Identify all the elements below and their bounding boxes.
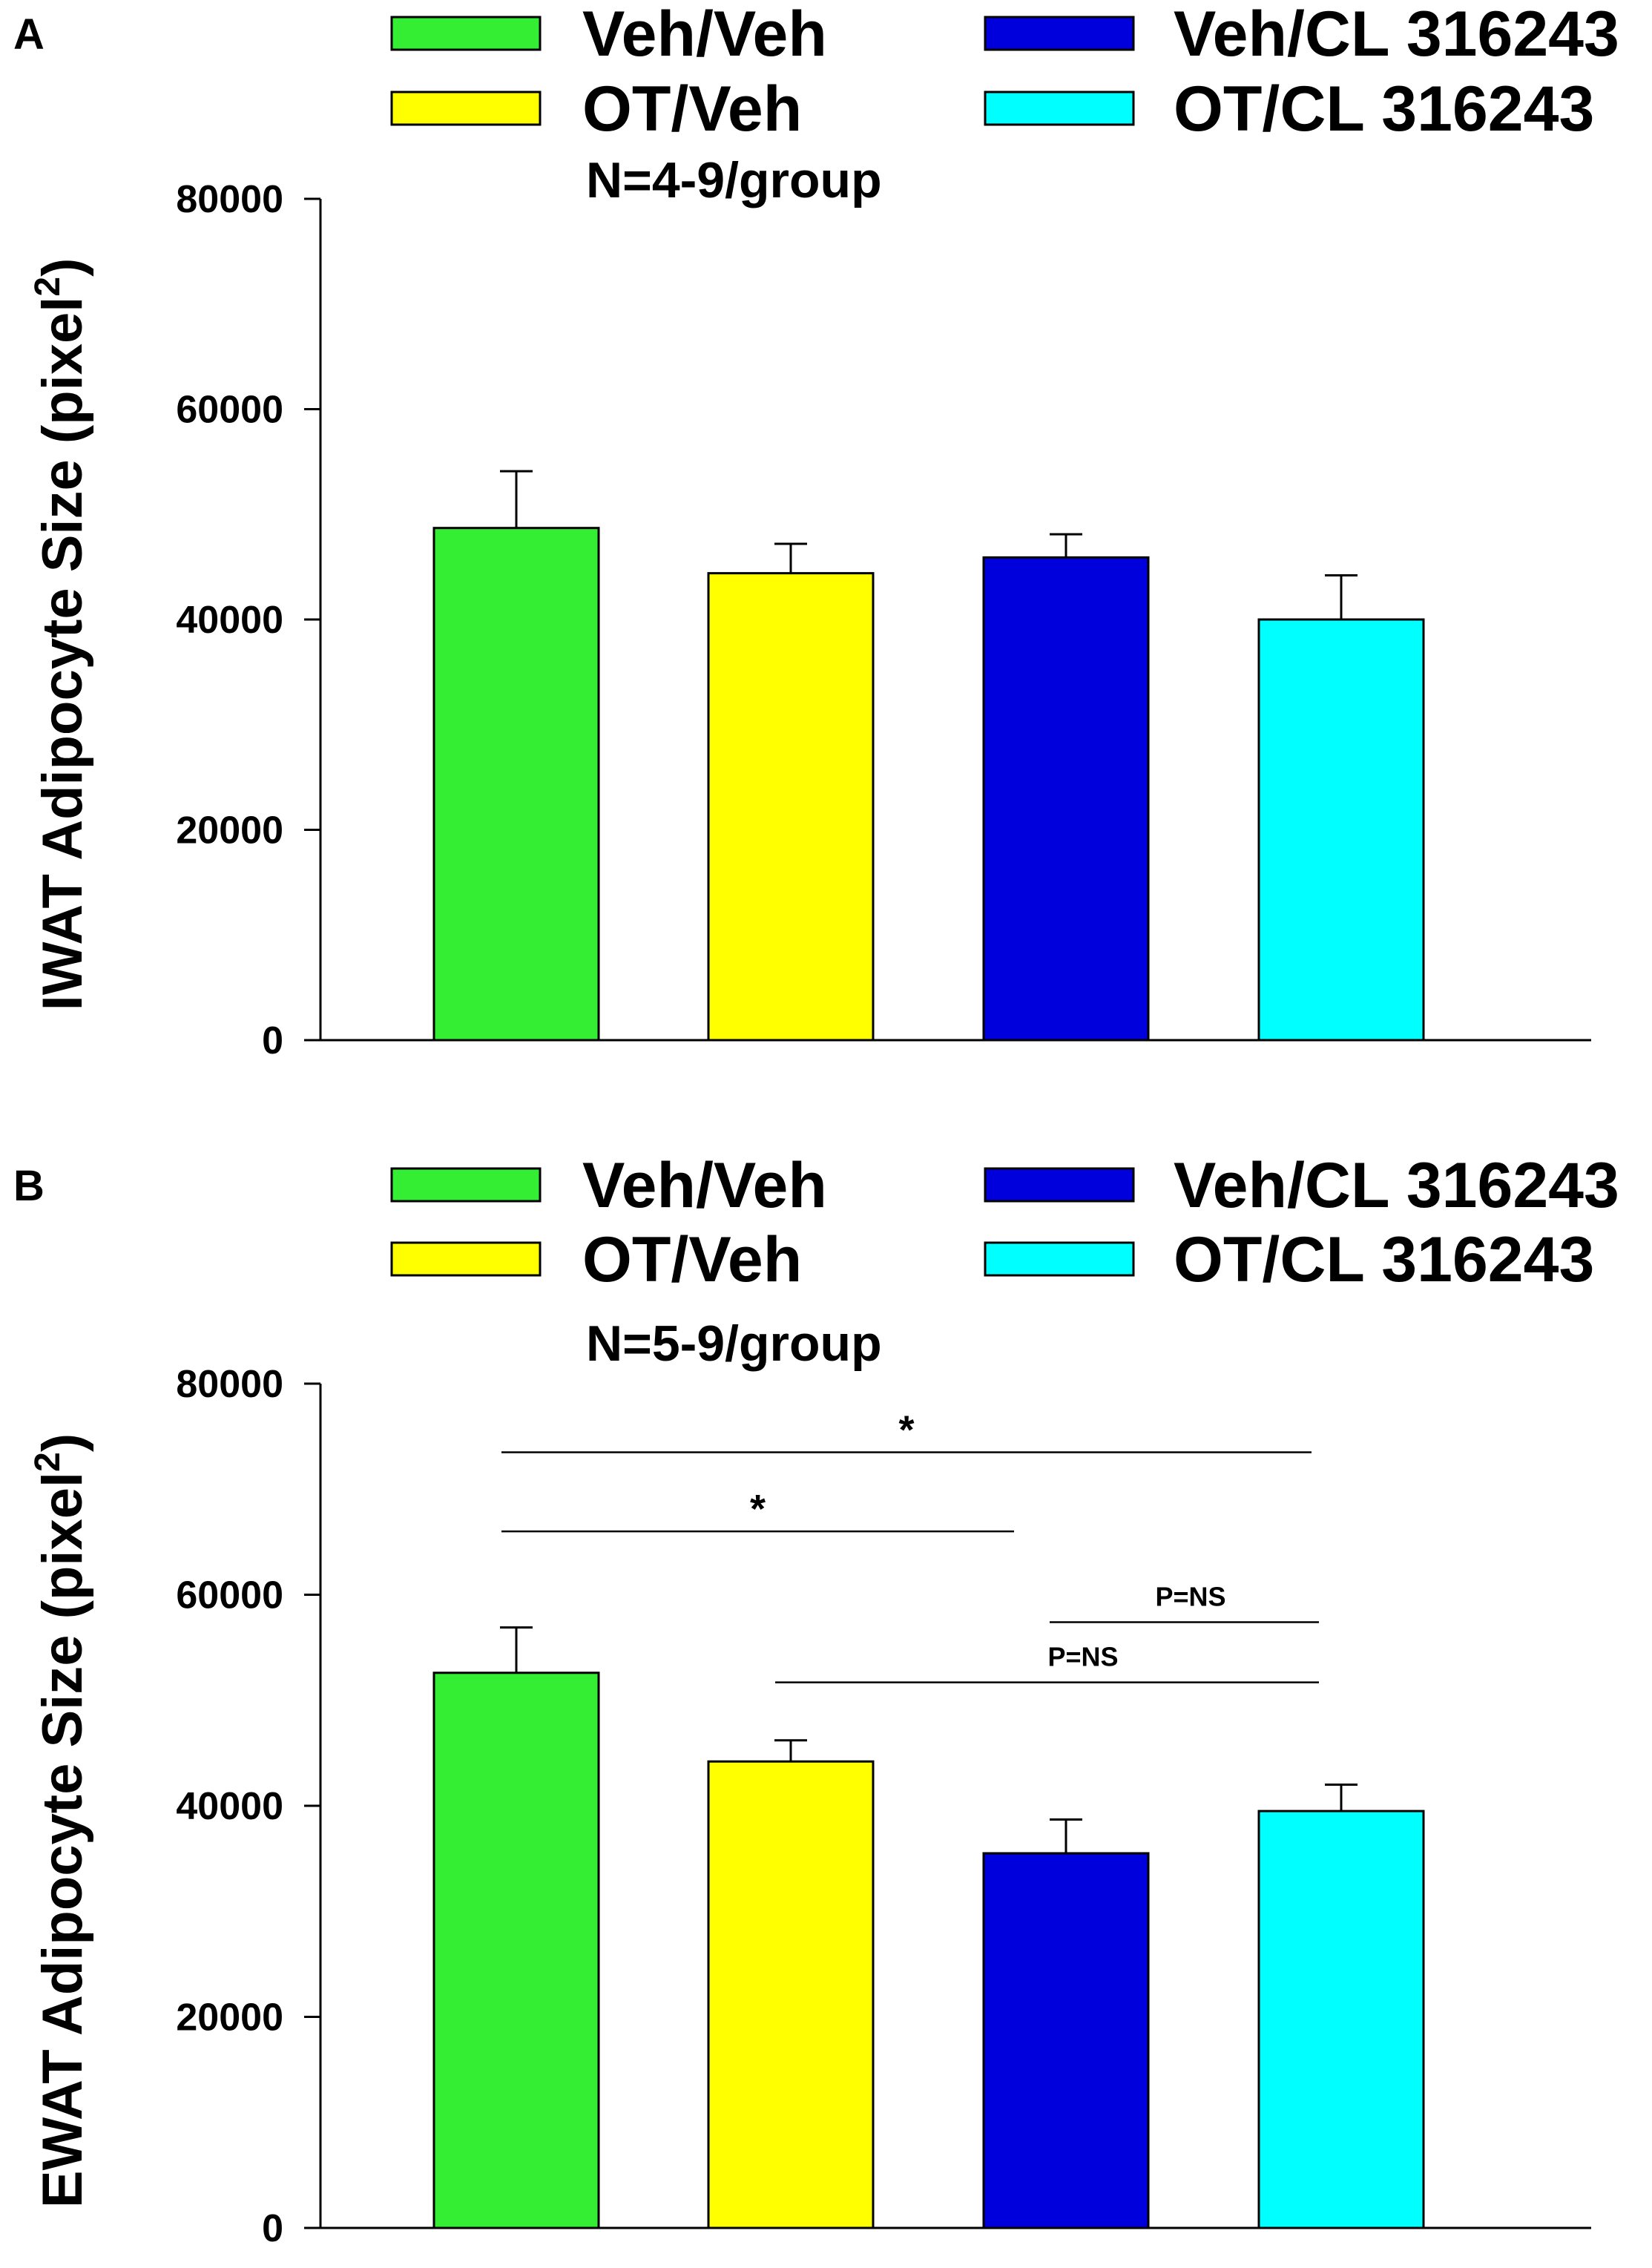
plot-area-a: 0 20000 40000 60000 80000 IWAT Adipocyte Size… xyxy=(28,178,1591,1062)
y-tick-label-80000-b: 80000 xyxy=(176,1363,283,1406)
bar-veh-cl-316243-b xyxy=(982,1852,1150,2229)
y-axis-label-a: IWAT Adipocyte Size (pixel2) xyxy=(28,258,94,1011)
legend-swatch-veh-cl-316243-b xyxy=(984,1167,1135,1203)
bar-ot-cl-316243-b xyxy=(1257,1810,1425,2229)
y-tick-label-0-a: 0 xyxy=(262,1019,283,1062)
sample-size-a: N=4-9/group xyxy=(586,152,882,208)
bar-veh-cl-316243-a xyxy=(982,556,1150,1042)
y-tick-label-60000-b: 60000 xyxy=(176,1574,283,1617)
bar-veh-veh-a xyxy=(432,527,600,1042)
y-tick-label-80000-a: 80000 xyxy=(176,178,283,221)
plot-area-b: 0 20000 40000 60000 80000 EWAT Adipocyte Size… xyxy=(28,1363,1591,2250)
legend-swatch-veh-cl-316243-a xyxy=(984,16,1135,51)
legend-label-ot-veh-b: OT/Veh xyxy=(582,1224,802,1295)
legend-label-veh-veh-b: Veh/Veh xyxy=(582,1150,827,1221)
bar-ot-cl-316243-a xyxy=(1257,618,1425,1042)
significance-label-1-b: * xyxy=(750,1487,766,1531)
error-bar-veh-cl-316243-b xyxy=(1050,1818,1082,1854)
error-bar-veh-veh-b xyxy=(500,1626,533,1673)
bar-ot-veh-b xyxy=(707,1760,875,2229)
y-tick-label-20000-a: 20000 xyxy=(176,809,283,852)
legend-swatch-ot-veh-b xyxy=(390,1241,542,1277)
legend-swatch-ot-cl-316243-b xyxy=(984,1241,1135,1277)
y-tick-label-40000-b: 40000 xyxy=(176,1785,283,1828)
error-bar-ot-veh-a xyxy=(774,542,807,573)
error-bar-ot-veh-b xyxy=(774,1739,807,1762)
error-bar-ot-cl-316243-a xyxy=(1325,573,1358,619)
panel-label-a: A xyxy=(13,10,45,59)
significance-label-2-b: P=NS xyxy=(1155,1581,1225,1611)
legend-swatch-ot-cl-316243-a xyxy=(984,91,1135,126)
legend-swatch-ot-veh-a xyxy=(390,91,542,126)
significance-label-0-b: * xyxy=(898,1407,914,1452)
legend-label-veh-cl-316243-a: Veh/CL 316243 xyxy=(1174,0,1619,70)
y-tick-label-40000-a: 40000 xyxy=(176,599,283,642)
legend-label-ot-cl-316243-a: OT/CL 316243 xyxy=(1174,73,1594,145)
legend-swatch-veh-veh-b xyxy=(390,1167,542,1203)
error-bar-ot-cl-316243-b xyxy=(1325,1784,1358,1812)
legend-label-ot-cl-316243-b: OT/CL 316243 xyxy=(1174,1224,1594,1295)
error-bar-veh-veh-a xyxy=(500,470,533,528)
legend-swatch-veh-veh-a xyxy=(390,16,542,51)
y-axis-label-b: EWAT Adipocyte Size (pixel2) xyxy=(28,1433,94,2208)
bar-ot-veh-a xyxy=(707,572,875,1042)
y-tick-label-60000-a: 60000 xyxy=(176,389,283,432)
y-tick-label-20000-b: 20000 xyxy=(176,1996,283,2039)
significance-label-3-b: P=NS xyxy=(1047,1642,1118,1672)
error-bar-veh-cl-316243-a xyxy=(1050,533,1082,558)
bar-veh-veh-b xyxy=(432,1672,600,2229)
panel-label-b: B xyxy=(13,1162,45,1210)
legend-label-veh-veh-a: Veh/Veh xyxy=(582,0,827,70)
legend-label-ot-veh-a: OT/Veh xyxy=(582,73,802,145)
sample-size-b: N=5-9/group xyxy=(586,1315,882,1372)
y-tick-label-0-b: 0 xyxy=(262,2207,283,2250)
legend-label-veh-cl-316243-b: Veh/CL 316243 xyxy=(1174,1150,1619,1221)
